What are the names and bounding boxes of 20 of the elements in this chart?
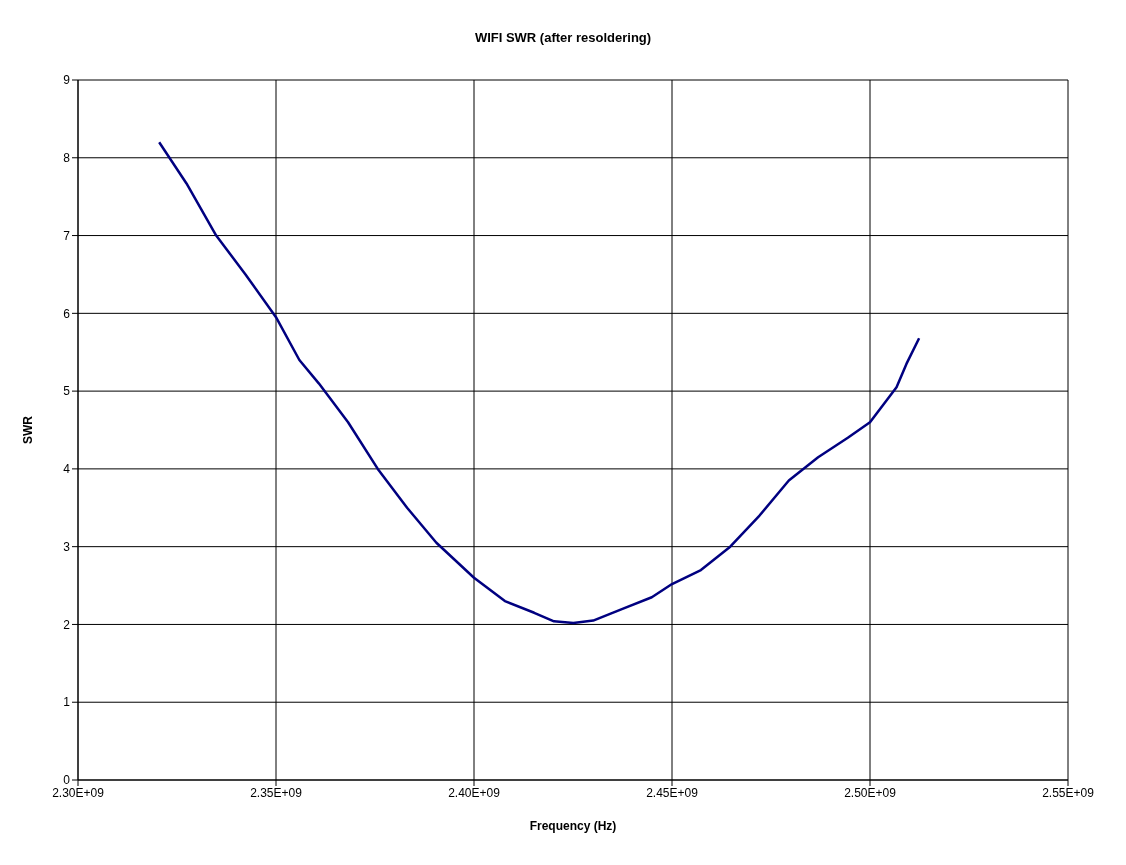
x-tick-label: 2.50E+09 [844,785,897,800]
x-tick-label: 2.30E+09 [52,785,105,800]
x-axis-title: Frequency (Hz) [529,819,617,833]
y-tick-label: 8 [63,151,71,166]
y-tick-label: 6 [63,306,71,321]
y-tick-label: 1 [63,695,71,710]
y-tick-label: 7 [63,228,71,243]
x-tick-label: 2.40E+09 [448,785,501,800]
y-tick-label: 3 [63,539,71,554]
y-tick-label: 0 [63,773,71,788]
y-tick-label: 2 [63,617,71,632]
chart-title: WIFI SWR (after resoldering) [473,29,653,47]
x-tick-label: 2.55E+09 [1042,785,1095,800]
y-tick-label: 5 [63,384,71,399]
y-axis-title: SWR [21,415,36,444]
x-tick-label: 2.45E+09 [646,785,699,800]
y-tick-label: 4 [63,462,71,477]
y-tick-label: 9 [63,73,71,88]
x-tick-label: 2.35E+09 [250,785,303,800]
line-series [157,140,921,625]
